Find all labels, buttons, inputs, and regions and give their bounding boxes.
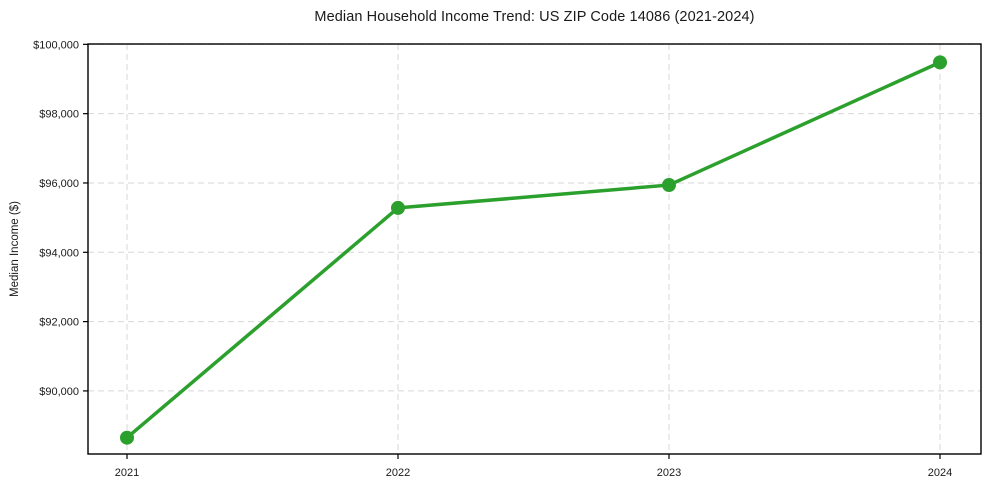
- y-tick-label: $100,000: [33, 39, 79, 51]
- x-tick-label: 2023: [657, 467, 681, 479]
- x-tick-label: 2024: [928, 467, 952, 479]
- y-tick-label: $98,000: [39, 109, 79, 121]
- plot-border: [87, 43, 982, 455]
- x-tick-label: 2021: [115, 467, 139, 479]
- y-tick-label: $96,000: [39, 178, 79, 190]
- data-point-marker: [933, 55, 947, 70]
- x-tick-label: 2022: [386, 467, 410, 479]
- trend-line: [125, 60, 942, 440]
- y-tick-label: $90,000: [39, 386, 79, 398]
- data-point-marker: [391, 200, 405, 215]
- y-tick-label: $94,000: [39, 247, 79, 259]
- data-point-marker: [662, 178, 676, 193]
- y-tick-label: $92,000: [39, 317, 79, 329]
- chart-title: Median Household Income Trend: US ZIP Co…: [314, 9, 755, 25]
- data-point-marker: [120, 430, 134, 445]
